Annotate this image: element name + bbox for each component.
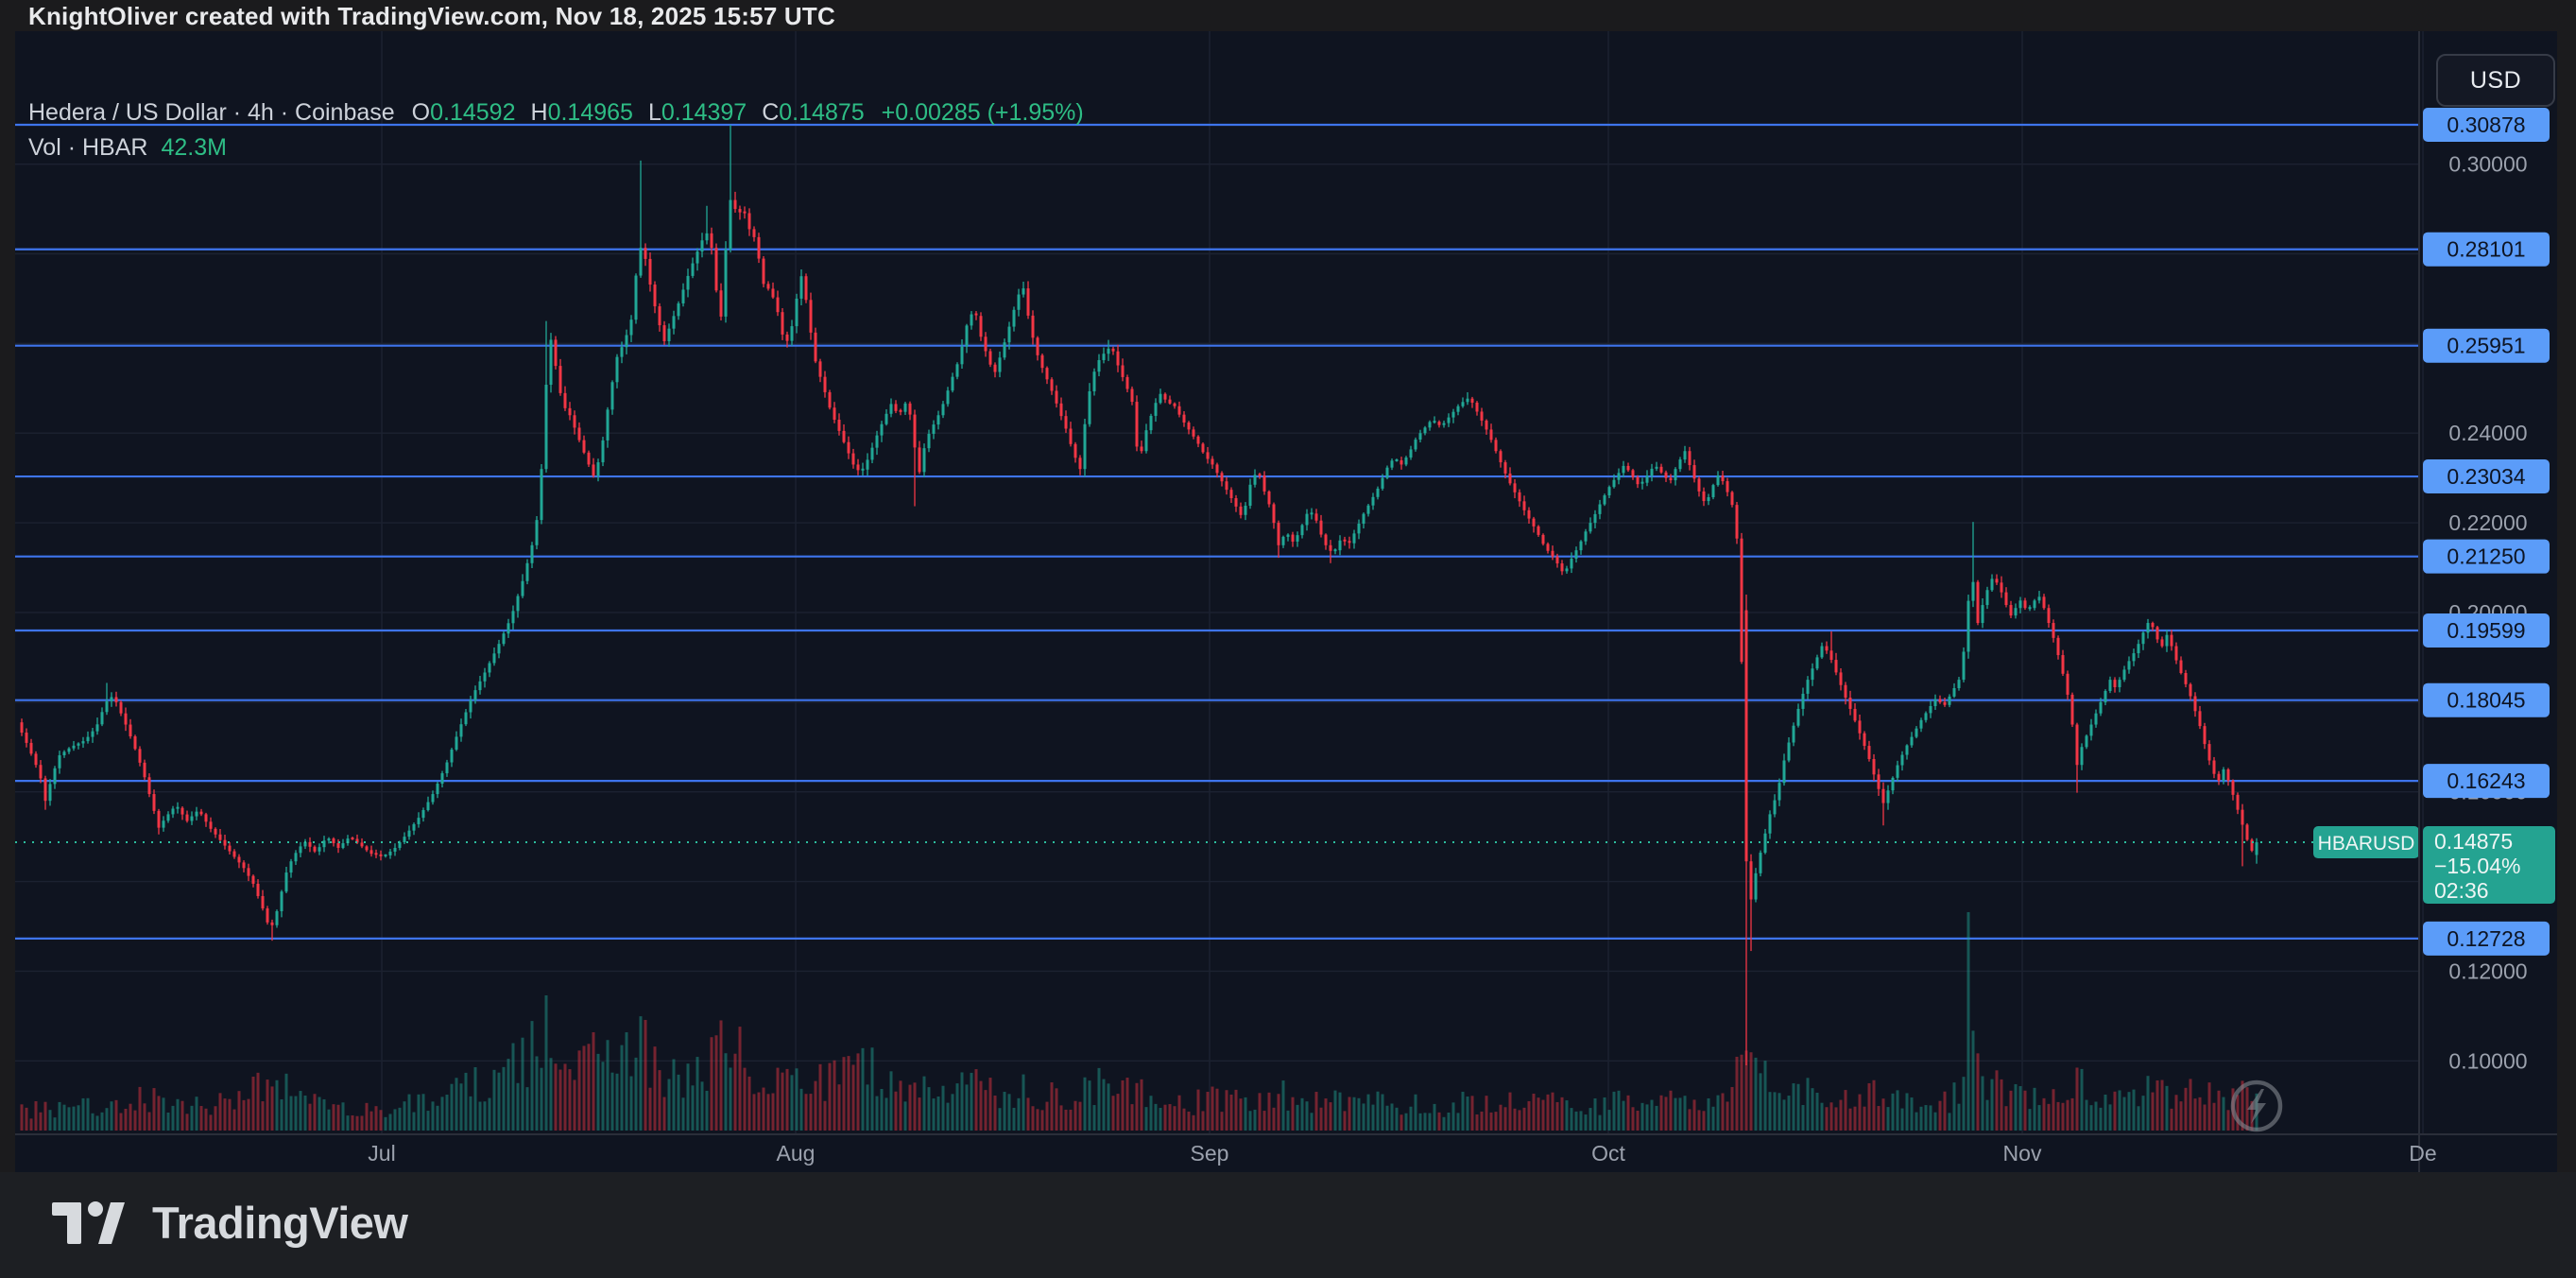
price-level-lines: [15, 123, 2419, 940]
time-axis-label: Nov: [2003, 1141, 2042, 1166]
svg-text:0.18045: 0.18045: [2447, 688, 2525, 713]
price-axis-label: 0.22000: [2448, 510, 2527, 535]
attribution-text: KnightOliver created with TradingView.co…: [28, 2, 835, 30]
volume-label: Vol · HBAR: [28, 134, 148, 161]
lightning-icon: [2230, 1079, 2283, 1132]
chart-area[interactable]: HBARUSD0.300000.240000.220000.200000.160…: [0, 31, 2576, 1172]
price-level-label: 0.19599: [2423, 613, 2550, 648]
change-value: +0.00285 (+1.95%): [881, 99, 1084, 126]
price-level-label: 0.16243: [2423, 764, 2550, 799]
price-level-label: 0.12728: [2423, 921, 2550, 956]
close-value: C0.14875: [762, 99, 865, 126]
price-level-label: 0.25951: [2423, 328, 2550, 363]
svg-text:02:36: 02:36: [2434, 878, 2489, 903]
tradingview-logo-icon: [52, 1200, 125, 1244]
price-level-label: 0.28101: [2423, 232, 2550, 267]
svg-text:−15.04%: −15.04%: [2434, 854, 2520, 878]
time-axis-label: Jul: [368, 1141, 395, 1166]
time-axis-label: Sep: [1191, 1141, 1229, 1166]
volume-value: 42.3M: [161, 134, 227, 161]
svg-text:0.14875: 0.14875: [2434, 829, 2513, 854]
svg-text:0.19599: 0.19599: [2447, 618, 2525, 643]
current-price-label: 0.14875−15.04%02:36: [2423, 826, 2555, 905]
time-axis-label: Oct: [1591, 1141, 1625, 1166]
symbol-price-tag: HBARUSD: [2313, 826, 2419, 859]
svg-text:0.21250: 0.21250: [2447, 544, 2525, 569]
price-level-label: 0.18045: [2423, 682, 2550, 717]
time-axis-label: Aug: [777, 1141, 816, 1166]
svg-text:0.30878: 0.30878: [2447, 112, 2525, 137]
svg-text:0.28101: 0.28101: [2447, 237, 2525, 262]
price-axis-label: 0.30000: [2448, 152, 2527, 177]
price-axis-label: 0.24000: [2448, 421, 2527, 445]
chart-background: [15, 31, 2557, 1172]
price-level-label: 0.30878: [2423, 108, 2550, 142]
high-value: H0.14965: [530, 99, 633, 126]
symbol-legend: Hedera / US Dollar · 4h · Coinbase O0.14…: [28, 99, 1084, 127]
footer-bar: TradingView: [0, 1172, 2576, 1278]
time-axis[interactable]: Jul Aug Sep Oct Nov De: [368, 1141, 2436, 1166]
svg-text:0.12728: 0.12728: [2447, 926, 2525, 951]
tradingview-logo[interactable]: TradingView: [52, 1197, 408, 1249]
time-axis-label: De: [2409, 1141, 2436, 1166]
currency-toggle-button[interactable]: USD: [2436, 54, 2555, 107]
price-axis[interactable]: 0.300000.240000.220000.200000.160000.120…: [2423, 108, 2550, 1073]
svg-text:0.16243: 0.16243: [2447, 769, 2525, 793]
chart-canvas[interactable]: HBARUSD0.300000.240000.220000.200000.160…: [0, 31, 2576, 1172]
svg-text:0.23034: 0.23034: [2447, 464, 2525, 489]
open-value: O0.14592: [411, 99, 516, 126]
price-axis-label: 0.10000: [2448, 1048, 2527, 1073]
price-axis-label: 0.12000: [2448, 958, 2527, 983]
time-gridlines: [381, 31, 2424, 1134]
symbol-title[interactable]: Hedera / US Dollar · 4h · Coinbase: [28, 99, 395, 126]
candlesticks: [20, 125, 2258, 1066]
price-gridlines: [15, 163, 2419, 1062]
ohlc-values: O0.14592 H0.14965 L0.14397 C0.14875: [412, 99, 865, 127]
tradingview-logo-text: TradingView: [152, 1198, 408, 1248]
low-value: L0.14397: [647, 99, 747, 126]
svg-text:0.25951: 0.25951: [2447, 334, 2525, 358]
volume-bars: [20, 911, 2258, 1131]
svg-text:HBARUSD: HBARUSD: [2318, 833, 2415, 855]
volume-legend: Vol · HBAR 42.3M: [28, 134, 227, 162]
price-level-label: 0.21250: [2423, 539, 2550, 574]
price-level-label: 0.23034: [2423, 459, 2550, 494]
